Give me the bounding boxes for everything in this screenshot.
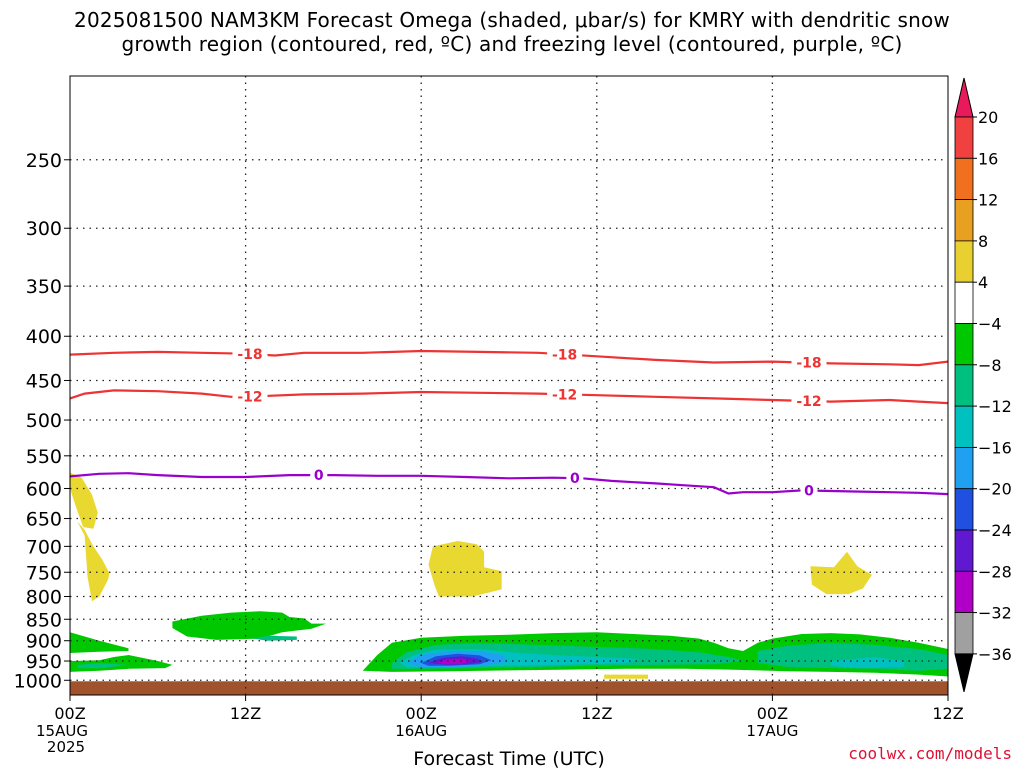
omega-negative-region [435, 658, 471, 665]
colorbar-segment [954, 240, 974, 283]
contour-label-background [232, 388, 268, 405]
plot-frame [69, 75, 949, 696]
y-tick-label: 250 [26, 150, 62, 172]
colorbar-tick-label: −20 [978, 480, 1012, 499]
colorbar-tick-label: −28 [978, 562, 1012, 581]
colorbar-segment [954, 405, 974, 448]
colorbar-segment [954, 116, 974, 159]
x-tick-label: 12Z [581, 704, 612, 723]
omega-negative-region [77, 663, 129, 669]
omega-positive-region [70, 472, 98, 529]
colorbar-segment [954, 529, 974, 572]
x-tick-date: 16AUG [395, 722, 447, 740]
colorbar-segment [954, 323, 974, 366]
y-tick-label: 450 [26, 370, 62, 392]
contour-label-background [232, 345, 268, 362]
contour-label: 0 [570, 471, 580, 487]
y-tick-label: 400 [26, 326, 62, 348]
colorbar-tick-label: 12 [978, 191, 998, 210]
colorbar-segment [954, 488, 974, 531]
contour-label: -12 [552, 387, 577, 403]
contour-label-background [547, 386, 583, 403]
grid-lines [70, 76, 948, 695]
colorbar-segment [954, 446, 974, 490]
colorbar-extend-top [954, 77, 974, 118]
x-tick-label: 00Z [406, 704, 437, 723]
chart-title-line-1: 2025081500 NAM3KM Forecast Omega (shaded… [74, 8, 950, 32]
omega-shading [70, 472, 948, 695]
x-tick-year: 2025 [47, 738, 85, 756]
y-tick-label: 500 [26, 410, 62, 432]
credit-text: coolwx.com/models [848, 744, 1012, 763]
y-axis: 2503003504004505005506006507007508008509… [14, 150, 70, 692]
colorbar-segment [954, 281, 974, 324]
y-tick-label: 850 [26, 609, 62, 631]
contour-label-background [566, 470, 584, 487]
x-tick-label: 00Z [54, 704, 85, 723]
omega-negative-region [830, 657, 905, 669]
colorbar-segment [954, 157, 974, 201]
temperature-contours: -18 -18 -18 -12 -12 -12 0 0 0 [70, 345, 948, 500]
y-tick-label: 550 [26, 446, 62, 468]
y-tick-label: 950 [26, 651, 62, 673]
colorbar-tick-label: 16 [978, 149, 998, 168]
y-tick-label: 800 [26, 586, 62, 608]
y-tick-label: 300 [26, 218, 62, 240]
colorbar-extend-bottom [954, 653, 974, 693]
colorbar-tick-label: 20 [978, 108, 998, 127]
colorbar-segment [954, 570, 974, 613]
omega-positive-region [77, 521, 110, 602]
contour-label: 0 [804, 484, 814, 500]
colorbar-segment [954, 612, 974, 655]
contour-label-background [310, 467, 328, 484]
colorbar-tick-label: −24 [978, 521, 1012, 540]
omega-negative-region [172, 611, 327, 640]
x-tick-label: 12Z [230, 704, 261, 723]
contour-label-background [791, 354, 827, 371]
contour-label: -12 [796, 394, 821, 410]
colorbar-tick-label: −4 [978, 315, 1002, 334]
colorbar-segment [954, 364, 974, 407]
y-tick-label: 350 [26, 276, 62, 298]
omega-negative-region [70, 655, 173, 672]
omega-positive-region [428, 541, 502, 597]
x-tick-date: 15AUG [36, 722, 88, 740]
omega-positive-region [810, 551, 872, 595]
x-tick-date: 17AUG [746, 722, 798, 740]
contour-label: 0 [314, 468, 324, 484]
y-tick-label: 750 [26, 562, 62, 584]
colorbar-tick-label: 8 [978, 232, 988, 251]
chart-title-line-2: growth region (contoured, red, ºC) and f… [121, 32, 903, 56]
terrain-fill [70, 681, 948, 695]
omega-negative-region [70, 632, 129, 653]
colorbar-tick-label: −16 [978, 438, 1012, 457]
contour-label-background [800, 482, 818, 499]
colorbar-segment [954, 199, 974, 242]
contour-label-background [791, 392, 827, 409]
x-tick-label: 00Z [757, 704, 788, 723]
colorbar: 20 16 12 8 4 −4 −8 −12 −16 −20 −24 −28 −32 −36 [954, 77, 1012, 693]
contour-label: -18 [796, 356, 821, 372]
x-axis-label: Forecast Time (UTC) [413, 748, 604, 768]
colorbar-tick-label: −32 [978, 604, 1012, 623]
colorbar-tick-label: 4 [978, 273, 988, 292]
contour-line [70, 349, 948, 367]
y-tick-label: 900 [26, 631, 62, 653]
y-tick-label: 1000 [14, 670, 62, 692]
colorbar-tick-label: −8 [978, 356, 1002, 375]
colorbar-tick-label: −12 [978, 397, 1012, 416]
contour-label: -18 [552, 347, 577, 363]
x-tick-label: 12Z [932, 704, 963, 723]
contour-label-background [547, 346, 583, 363]
omega-negative-region [252, 635, 297, 641]
y-tick-label: 700 [26, 536, 62, 558]
colorbar-tick-label: −36 [978, 645, 1012, 664]
omega-positive-region [604, 674, 648, 679]
contour-label: -18 [237, 347, 262, 363]
y-tick-label: 600 [26, 478, 62, 500]
y-tick-label: 650 [26, 509, 62, 531]
contour-label: -12 [237, 390, 262, 406]
